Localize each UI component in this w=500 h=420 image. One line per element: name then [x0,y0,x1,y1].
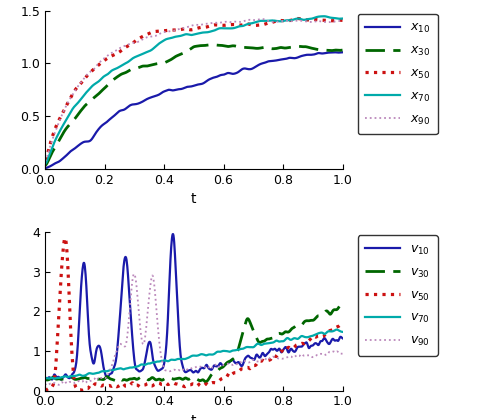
Legend: $v_{10}$, $v_{30}$, $v_{50}$, $v_{70}$, $v_{90}$: $v_{10}$, $v_{30}$, $v_{50}$, $v_{70}$, … [358,235,438,356]
X-axis label: t: t [191,414,196,420]
Legend: $x_{10}$, $x_{30}$, $x_{50}$, $x_{70}$, $x_{90}$: $x_{10}$, $x_{30}$, $x_{50}$, $x_{70}$, … [358,13,438,134]
X-axis label: t: t [191,192,196,206]
